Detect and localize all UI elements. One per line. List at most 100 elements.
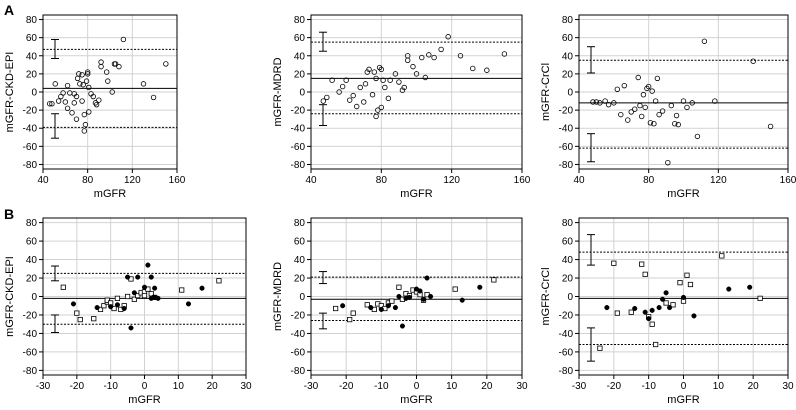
data-point-open-circle [49, 101, 55, 107]
data-point-filled-circle [649, 307, 655, 313]
ci-bar [587, 327, 595, 362]
data-point-open-circle [71, 100, 77, 106]
data-point-open-circle [712, 98, 718, 104]
chart-panel-a1: 40 80 120 160-80-60-40-20020406080mGFRmGFR-… [4, 14, 186, 200]
data-point-open-circle [98, 59, 104, 65]
data-point-open-square [131, 296, 137, 302]
data-point-open-circle [357, 84, 363, 91]
data-point-open-square [364, 302, 370, 308]
data-point-open-circle [590, 99, 596, 105]
x-tick-label: 10 [713, 381, 725, 392]
data-point-filled-circle [680, 294, 687, 300]
ci-bar [587, 234, 595, 266]
y-tick-label: -60 [23, 142, 38, 153]
y-tick-label: -60 [559, 142, 574, 153]
y-tick-label: -80 [23, 160, 38, 171]
data-point-filled-circle [121, 305, 127, 312]
data-point-open-circle [77, 81, 83, 87]
data-point-open-square [60, 284, 66, 290]
data-point-open-circle [651, 121, 657, 127]
y-tick-label: -80 [23, 366, 38, 377]
data-point-filled-circle [145, 262, 151, 268]
data-point-open-circle [405, 57, 411, 63]
data-point-open-circle [376, 64, 383, 71]
data-point-filled-circle [477, 284, 483, 290]
data-point-open-circle [84, 71, 91, 77]
x-tick-label: 120 [710, 175, 727, 186]
data-point-open-circle [80, 82, 86, 88]
data-point-open-circle [401, 84, 407, 91]
data-point-filled-circle [94, 305, 100, 311]
y-tick-label: 80 [294, 15, 306, 26]
data-point-open-circle [652, 98, 659, 104]
y-axis-title: mGFR-MDRD [272, 57, 284, 126]
data-point-open-circle [83, 78, 90, 84]
x-tick-label: 160 [169, 175, 186, 186]
data-point-filled-circle [406, 294, 413, 300]
data-point-open-circle [399, 87, 406, 93]
data-point-open-circle [647, 120, 654, 126]
data-point-open-circle [378, 104, 385, 111]
data-point-open-circle [701, 38, 708, 44]
data-point-open-circle [378, 66, 385, 73]
data-point-open-circle [684, 104, 690, 111]
y-tick-label: -60 [291, 142, 306, 153]
data-point-filled-circle [185, 301, 192, 307]
data-point-open-circle [387, 77, 393, 83]
x-tick-label: 40 [573, 175, 585, 186]
data-point-open-circle [656, 111, 662, 118]
y-tick-label: 40 [562, 51, 574, 62]
data-point-open-circle [109, 89, 115, 95]
data-point-open-circle [640, 92, 647, 98]
data-point-open-circle [64, 105, 71, 112]
data-point-open-circle [649, 88, 655, 94]
data-point-open-circle [673, 112, 680, 119]
y-tick-label: 0 [567, 88, 573, 99]
data-point-open-circle [366, 66, 372, 73]
data-point-open-circle [484, 67, 490, 73]
data-point-open-circle [597, 100, 603, 106]
y-axis-title: mGFR-MDRD [272, 262, 284, 331]
data-point-filled-circle [141, 284, 148, 290]
x-tick-label: -30 [36, 381, 51, 392]
ci-bar [51, 113, 59, 139]
data-point-open-circle [64, 82, 71, 89]
ci-bar [319, 312, 327, 330]
x-tick-label: 30 [516, 381, 528, 392]
x-tick-label: 120 [443, 175, 460, 186]
data-point-open-circle [431, 54, 437, 61]
data-point-open-square [396, 284, 402, 290]
data-point-open-circle [373, 75, 379, 82]
x-tick-label: 80 [643, 175, 655, 186]
data-point-open-square [135, 292, 141, 299]
data-point-open-circle [668, 102, 675, 109]
data-point-open-circle [163, 61, 169, 67]
data-point-open-square [77, 316, 83, 323]
data-point-open-circle [501, 51, 508, 57]
data-point-filled-circle [128, 325, 134, 331]
data-point-filled-circle [148, 274, 154, 280]
ci-bar [51, 265, 59, 282]
data-point-open-circle [364, 69, 370, 75]
data-point-open-square [216, 278, 222, 284]
data-point-open-circle [96, 97, 102, 103]
data-point-filled-circle [642, 309, 648, 315]
data-point-open-square [653, 341, 659, 348]
data-point-open-circle [343, 77, 349, 83]
data-point-open-circle [112, 61, 119, 67]
data-point-open-square [614, 310, 620, 316]
y-axis-title: mGFR-CKD-EPI [4, 256, 16, 337]
data-point-filled-circle [340, 303, 346, 309]
data-point-open-circle [79, 72, 85, 78]
x-axis-title: mGFR [94, 188, 126, 200]
data-point-filled-circle [726, 286, 732, 292]
ci-bar [319, 31, 327, 52]
x-tick-label: -20 [607, 381, 622, 392]
chart-panel-b3: -30 -20 -10 0 10 20 30 -80 -60 -40 -20 0 20 40 60 80 mGF… [540, 217, 794, 406]
data-point-open-circle [642, 104, 648, 111]
data-point-open-circle [645, 83, 652, 90]
data-point-open-circle [84, 69, 91, 75]
chart-panel-a3: 40 80 120 160 -80 -60 -40 -20 0 20 40 60 80 mGFR mGFR-… [540, 14, 796, 200]
data-point-open-square [124, 293, 131, 300]
y-tick-label: -40 [559, 124, 574, 135]
